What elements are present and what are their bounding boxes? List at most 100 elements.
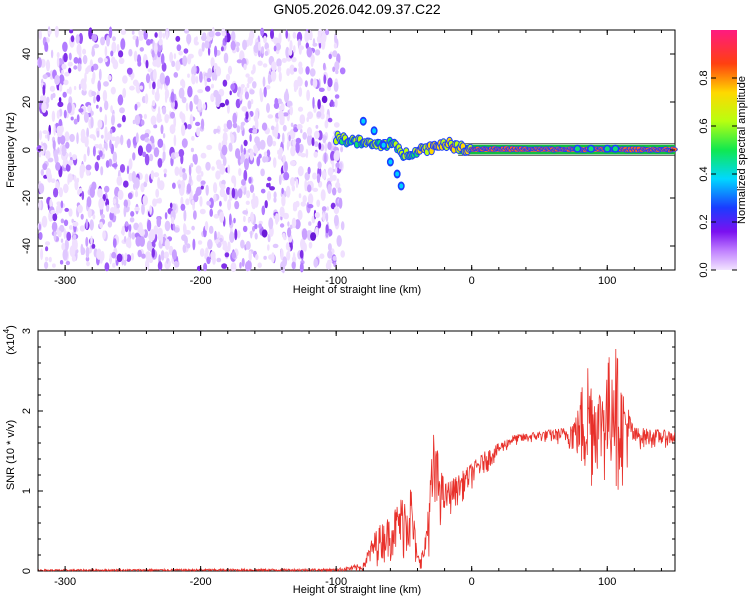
noise-blob (283, 171, 290, 181)
noise-blob (91, 243, 96, 249)
noise-blob (321, 206, 327, 212)
noise-blob (226, 119, 233, 130)
noise-blob (264, 200, 268, 209)
noise-blob (118, 50, 124, 58)
noise-blob (96, 94, 101, 102)
noise-blob (134, 114, 141, 126)
noise-blob (263, 35, 267, 44)
noise-blob (56, 125, 63, 135)
noise-blob (172, 182, 176, 189)
noise-blob (316, 173, 321, 184)
noise-blob (76, 132, 79, 145)
noise-blob (190, 163, 194, 168)
noise-blob (334, 61, 340, 71)
noise-blob (260, 188, 266, 194)
noise-blob (117, 123, 122, 128)
chart-title: GN05.2026.042.09.37.C22 (273, 1, 441, 17)
noise-blob (148, 79, 152, 90)
noise-blob (39, 130, 42, 141)
noise-blob (338, 162, 343, 170)
noise-blob (205, 247, 209, 255)
noise-blob (92, 63, 99, 71)
noise-blob (87, 146, 90, 157)
spectrogram-x-axis-label: Height of straight line (km) (293, 284, 421, 296)
noise-blob (84, 72, 87, 84)
noise-blob (249, 184, 255, 193)
y-tick-label: -20 (21, 190, 33, 206)
branch-blob-core (361, 118, 366, 124)
noise-blob (307, 193, 314, 205)
noise-blob (265, 85, 271, 90)
noise-blob (38, 183, 45, 194)
noise-blob (92, 71, 96, 82)
noise-blob (275, 122, 279, 134)
noise-blob (151, 50, 155, 58)
noise-blob (164, 75, 170, 86)
noise-blob (125, 221, 129, 227)
y-tick-label: 40 (21, 48, 33, 60)
noise-blob (219, 188, 226, 198)
noise-blob (221, 28, 225, 37)
noise-blob (120, 38, 126, 50)
noise-blob (300, 128, 303, 134)
noise-blob (329, 168, 333, 180)
noise-blob (127, 192, 133, 200)
noise-blob (334, 165, 338, 174)
noise-blob (67, 176, 70, 185)
noise-blob (215, 170, 221, 180)
noise-blob (111, 163, 118, 168)
noise-blob (325, 261, 332, 270)
noise-blob (110, 105, 113, 114)
noise-blob (49, 85, 56, 92)
noise-blob (289, 224, 293, 230)
noise-blob (223, 52, 229, 64)
noise-blob (272, 157, 277, 169)
noise-blob (124, 252, 128, 261)
noise-blob (302, 195, 307, 203)
noise-blob (250, 70, 255, 75)
noise-blob (58, 97, 62, 103)
noise-blob (195, 75, 199, 84)
snr-series (37, 348, 675, 573)
noise-blob (104, 100, 109, 111)
noise-blob (278, 110, 284, 120)
noise-blob (191, 73, 196, 85)
noise-blob (298, 143, 304, 153)
noise-blob (144, 153, 150, 166)
noise-blob (45, 246, 49, 252)
y-tick-label: 3 (21, 328, 33, 334)
noise-blob (193, 193, 199, 203)
noise-blob (111, 41, 117, 54)
noise-blob (242, 210, 249, 215)
noise-blob (122, 87, 127, 99)
noise-blob (291, 255, 297, 263)
noise-blob (191, 135, 195, 141)
noise-blob (222, 240, 228, 251)
noise-blob (68, 86, 72, 95)
noise-blob (243, 147, 246, 155)
noise-blob (230, 134, 235, 144)
noise-blob (221, 263, 228, 269)
noise-blob (264, 42, 270, 50)
noise-blob (152, 81, 156, 90)
noise-blob (326, 206, 330, 211)
noise-blob (69, 225, 73, 230)
noise-blob (109, 252, 112, 265)
noise-blob (73, 65, 78, 70)
noise-blob (175, 60, 181, 71)
noise-blob (183, 209, 187, 222)
noise-blob (314, 130, 320, 140)
noise-blob (83, 153, 87, 163)
noise-blob (143, 30, 148, 40)
noise-blob (53, 187, 59, 198)
noise-blob (200, 152, 207, 159)
noise-blob (164, 220, 171, 232)
noise-blob (129, 85, 135, 91)
noise-blob (206, 200, 212, 206)
noise-blob (123, 180, 129, 188)
noise-blob (126, 254, 132, 262)
noise-blob (250, 230, 253, 239)
noise-blob (164, 238, 170, 250)
noise-blob (304, 172, 310, 181)
noise-blob (38, 152, 42, 158)
